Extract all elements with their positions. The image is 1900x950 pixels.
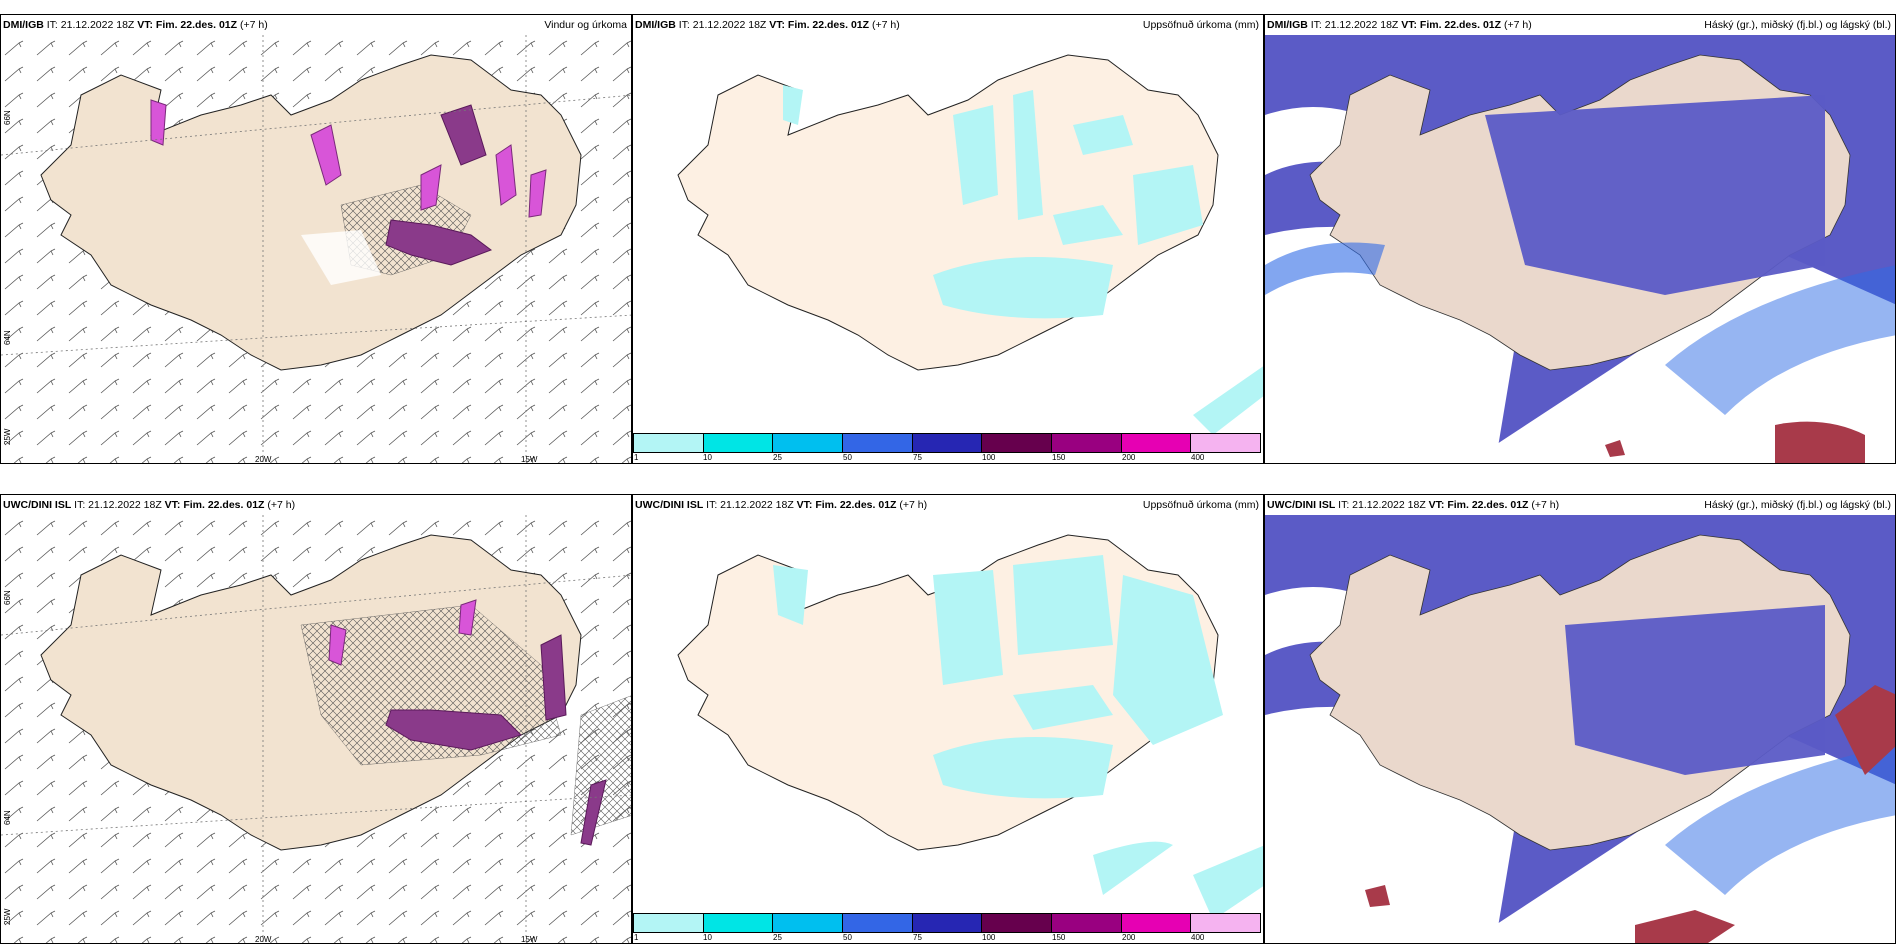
precip-colorbar xyxy=(633,433,1261,453)
lat-label-25w: 25W xyxy=(3,428,12,445)
lat-label-64n: 64N xyxy=(3,330,12,345)
panel-uwc-accum: UWC/DINI ISL IT: 21.12.2022 18Z VT: Fim.… xyxy=(632,494,1264,944)
colorbar-swatch xyxy=(843,914,913,932)
colorbar-label: 10 xyxy=(703,453,712,462)
colorbar-label: 150 xyxy=(1052,453,1066,462)
init-time: IT: 21.12.2022 18Z xyxy=(43,19,138,31)
colorbar-label: 75 xyxy=(913,933,922,942)
panel-header: DMI/IGB IT: 21.12.2022 18Z VT: Fim. 22.d… xyxy=(1265,15,1895,35)
colorbar-label: 50 xyxy=(843,453,852,462)
colorbar-label: 25 xyxy=(773,933,782,942)
valid-time: VT: Fim. 22.des. 01Z xyxy=(164,499,265,511)
valid-time: VT: Fim. 22.des. 01Z xyxy=(796,499,897,511)
colorbar-label: 1 xyxy=(634,933,639,942)
colorbar-label: 1 xyxy=(634,453,639,462)
colorbar-swatch xyxy=(634,914,704,932)
lead-time: (+7 h) xyxy=(1528,499,1560,511)
colorbar-label: 25 xyxy=(773,453,782,462)
lon-label-20w: 20W xyxy=(255,935,272,944)
colorbar-swatch xyxy=(1121,434,1192,452)
cloud-cover-map xyxy=(1265,515,1895,943)
colorbar-label: 400 xyxy=(1191,933,1205,942)
colorbar-label: 200 xyxy=(1122,933,1136,942)
colorbar-swatch xyxy=(843,434,913,452)
valid-time: VT: Fim. 22.des. 01Z xyxy=(1401,19,1502,31)
wind-precip-map xyxy=(1,35,631,463)
lead-time: (+7 h) xyxy=(264,499,296,511)
precip-colorbar xyxy=(633,913,1261,933)
panel-header: UWC/DINI ISL IT: 21.12.2022 18Z VT: Fim.… xyxy=(1,495,631,515)
lat-label-25w: 25W xyxy=(3,908,12,925)
panel-header: DMI/IGB IT: 21.12.2022 18Z VT: Fim. 22.d… xyxy=(1,15,631,35)
init-time: IT: 21.12.2022 18Z xyxy=(1335,499,1429,511)
wind-precip-map xyxy=(1,515,631,943)
model-name: DMI/IGB xyxy=(3,19,44,31)
model-name: DMI/IGB xyxy=(1267,19,1308,31)
colorbar-label: 200 xyxy=(1122,453,1136,462)
valid-time: VT: Fim. 22.des. 01Z xyxy=(1428,499,1529,511)
lat-label-64n: 64N xyxy=(3,810,12,825)
colorbar-label: 100 xyxy=(982,933,996,942)
lead-time: (+7 h) xyxy=(896,499,928,511)
panel-title: Háský (gr.), miðský (fj.bl.) og lágský (… xyxy=(1704,19,1891,31)
lead-time: (+7 h) xyxy=(237,19,268,31)
panel-dmi-accum: DMI/IGB IT: 21.12.2022 18Z VT: Fim. 22.d… xyxy=(632,14,1264,464)
init-time: IT: 21.12.2022 18Z xyxy=(71,499,165,511)
panel-title: Háský (gr.), miðský (fj.bl.) og lágský (… xyxy=(1704,499,1891,511)
accum-precip-map xyxy=(677,54,1263,435)
model-name: DMI/IGB xyxy=(635,19,676,31)
accum-precip-map xyxy=(677,534,1263,920)
lon-label-15w: 15W xyxy=(521,935,538,944)
colorbar-labels: 1 10 25 50 75 100 150 200 400 xyxy=(633,453,1261,463)
colorbar-label: 50 xyxy=(843,933,852,942)
colorbar-label: 400 xyxy=(1191,453,1205,462)
model-name: UWC/DINI ISL xyxy=(1267,499,1336,511)
cloud-cover-map xyxy=(1265,35,1895,463)
colorbar-labels: 1 10 25 50 75 100 150 200 400 xyxy=(633,933,1261,943)
colorbar-label: 100 xyxy=(982,453,996,462)
colorbar-label: 150 xyxy=(1052,933,1066,942)
colorbar-swatch xyxy=(1052,434,1122,452)
colorbar-swatch xyxy=(773,434,844,452)
panel-title: Uppsöfnuð úrkoma (mm) xyxy=(1142,19,1259,31)
panel-dmi-cloud: DMI/IGB IT: 21.12.2022 18Z VT: Fim. 22.d… xyxy=(1264,14,1896,464)
model-name: UWC/DINI ISL xyxy=(3,499,72,511)
valid-time: VT: Fim. 22.des. 01Z xyxy=(769,19,870,31)
panel-header: UWC/DINI ISL IT: 21.12.2022 18Z VT: Fim.… xyxy=(1265,495,1895,515)
panel-title: Vindur og úrkoma xyxy=(544,19,627,31)
init-time: IT: 21.12.2022 18Z xyxy=(703,499,797,511)
init-time: IT: 21.12.2022 18Z xyxy=(1307,19,1402,31)
init-time: IT: 21.12.2022 18Z xyxy=(675,19,770,31)
lon-label-20w: 20W xyxy=(255,455,272,464)
iceland-landmass xyxy=(40,54,582,371)
colorbar-swatch xyxy=(1191,914,1261,932)
panel-header: DMI/IGB IT: 21.12.2022 18Z VT: Fim. 22.d… xyxy=(633,15,1263,35)
colorbar-swatch xyxy=(1191,434,1261,452)
colorbar-swatch xyxy=(1121,914,1192,932)
lead-time: (+7 h) xyxy=(869,19,900,31)
panel-dmi-wind: DMI/IGB IT: 21.12.2022 18Z VT: Fim. 22.d… xyxy=(0,14,632,464)
colorbar-label: 75 xyxy=(913,453,922,462)
colorbar-swatch xyxy=(912,914,983,932)
colorbar-swatch xyxy=(703,914,774,932)
lon-label-15w: 15W xyxy=(521,455,538,464)
colorbar-swatch xyxy=(982,914,1053,932)
colorbar-swatch xyxy=(912,434,983,452)
colorbar-swatch xyxy=(634,434,704,452)
panel-uwc-wind: UWC/DINI ISL IT: 21.12.2022 18Z VT: Fim.… xyxy=(0,494,632,944)
colorbar-swatch xyxy=(703,434,774,452)
panel-title: Uppsöfnuð úrkoma (mm) xyxy=(1142,499,1259,511)
lead-time: (+7 h) xyxy=(1501,19,1532,31)
colorbar-label: 10 xyxy=(703,933,712,942)
panel-uwc-cloud: UWC/DINI ISL IT: 21.12.2022 18Z VT: Fim.… xyxy=(1264,494,1896,944)
panel-header: UWC/DINI ISL IT: 21.12.2022 18Z VT: Fim.… xyxy=(633,495,1263,515)
lat-label-66n: 66N xyxy=(3,590,12,605)
lat-label-66n: 66N xyxy=(3,110,12,125)
colorbar-swatch xyxy=(1052,914,1122,932)
colorbar-swatch xyxy=(773,914,844,932)
valid-time: VT: Fim. 22.des. 01Z xyxy=(137,19,238,31)
colorbar-swatch xyxy=(982,434,1053,452)
model-name: UWC/DINI ISL xyxy=(635,499,704,511)
